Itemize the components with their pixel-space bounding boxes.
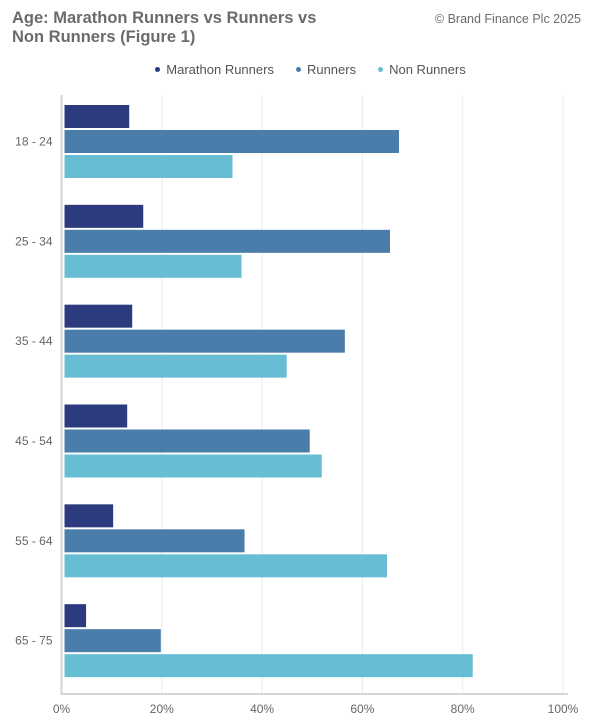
bar-marathon-runners (64, 204, 144, 228)
bar-non-runners (64, 654, 473, 678)
x-tick-label: 80% (451, 702, 475, 716)
legend-label: Non Runners (389, 62, 466, 77)
legend-marker-runners (295, 67, 301, 72)
bar-marathon-runners (64, 504, 114, 528)
x-tick-label: 40% (250, 702, 274, 716)
bar-marathon-runners (64, 304, 133, 328)
legend-marker-marathon-runners (155, 67, 161, 72)
bar-non-runners (64, 554, 387, 578)
y-tick-label: 55 - 64 (15, 534, 53, 548)
copyright-text: © Brand Finance Plc 2025 (434, 12, 581, 26)
x-tick-label: 0% (53, 702, 71, 716)
bar-runners (64, 529, 245, 553)
y-tick-label: 35 - 44 (15, 334, 53, 348)
y-tick-label: 65 - 75 (15, 634, 53, 648)
bar-runners (64, 329, 345, 353)
x-tick-label: 60% (350, 702, 374, 716)
bar-marathon-runners (64, 105, 130, 128)
bar-non-runners (64, 354, 287, 378)
chart-title: Age: Marathon Runners vs Runners vs Non … (12, 9, 317, 46)
legend-item-non-runners[interactable]: Non Runners (378, 62, 466, 77)
y-tick-label: 45 - 54 (15, 434, 53, 448)
legend-item-marathon-runners[interactable]: Marathon Runners (155, 62, 274, 77)
x-tick-label: 100% (548, 702, 579, 716)
bar-marathon-runners (64, 604, 87, 628)
y-tick-label: 18 - 24 (15, 135, 53, 149)
legend-label: Runners (306, 62, 357, 77)
x-tick-label: 20% (150, 702, 174, 716)
legend-item-runners[interactable]: Runners (295, 62, 357, 77)
bar-marathon-runners (64, 404, 128, 428)
bar-runners (64, 229, 390, 253)
bar-non-runners (64, 155, 233, 178)
bar-runners (64, 130, 400, 153)
bar-non-runners (64, 254, 242, 278)
bar-non-runners (64, 454, 322, 478)
legend-label: Marathon Runners (166, 62, 274, 77)
legend-marker-non-runners (378, 67, 384, 72)
bar-runners (64, 429, 310, 453)
legend: Marathon Runners Runners Non Runners (0, 62, 601, 77)
bar-runners (64, 629, 161, 653)
y-tick-label: 25 - 34 (15, 234, 53, 248)
